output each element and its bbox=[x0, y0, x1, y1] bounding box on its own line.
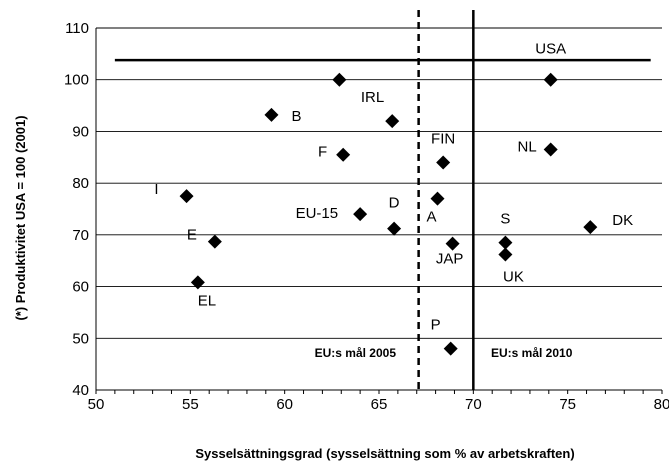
data-point bbox=[498, 247, 513, 262]
point-label: B bbox=[291, 108, 301, 125]
point-label: F bbox=[318, 144, 327, 161]
y-tick-label: 110 bbox=[65, 20, 89, 37]
data-point bbox=[264, 107, 279, 122]
point-label: UK bbox=[503, 269, 524, 286]
point-label: EU-15 bbox=[296, 205, 339, 222]
reference-lines bbox=[114, 10, 651, 390]
point-label: E bbox=[187, 227, 197, 244]
data-point bbox=[385, 114, 400, 129]
annotation-eu-goal-2010: EU:s mål 2010 bbox=[491, 346, 573, 360]
data-point bbox=[543, 142, 558, 157]
x-tick-label: 80 bbox=[654, 396, 669, 413]
data-point bbox=[583, 220, 598, 235]
y-tick-label: 90 bbox=[72, 123, 89, 140]
point-label: P bbox=[431, 317, 441, 334]
data-point bbox=[190, 275, 205, 290]
y-tick-label: 50 bbox=[72, 330, 89, 347]
y-tick-label: 100 bbox=[64, 72, 89, 89]
point-label: EL bbox=[198, 292, 216, 309]
data-point bbox=[207, 234, 222, 249]
point-label: JAP bbox=[436, 251, 464, 268]
y-tick-label: 60 bbox=[72, 279, 89, 296]
data-point bbox=[430, 191, 445, 206]
x-tick-label: 75 bbox=[559, 396, 576, 413]
x-axis-title: Sysselsättningsgrad (sysselsättning som … bbox=[195, 446, 574, 461]
data-point bbox=[332, 72, 347, 87]
gridlines bbox=[96, 27, 662, 339]
y-tick-label: 40 bbox=[72, 382, 89, 399]
data-point bbox=[445, 236, 460, 251]
annotation-eu-goal-2005: EU:s mål 2005 bbox=[315, 346, 397, 360]
data-point bbox=[436, 155, 451, 170]
point-label: A bbox=[426, 209, 436, 226]
y-tick-label: 80 bbox=[72, 175, 89, 192]
point-label: S bbox=[500, 211, 510, 228]
data-point bbox=[498, 235, 513, 250]
x-tick-label: 65 bbox=[371, 396, 388, 413]
point-label: D bbox=[389, 195, 400, 212]
point-label: IRL bbox=[361, 89, 384, 106]
data-points bbox=[179, 72, 598, 356]
y-axis-title: (*) Produktivitet USA = 100 (2001) bbox=[13, 115, 28, 320]
x-tick-label: 50 bbox=[88, 396, 105, 413]
data-point bbox=[179, 189, 194, 204]
point-label: USA bbox=[535, 41, 566, 58]
data-point bbox=[543, 72, 558, 87]
point-label: FIN bbox=[431, 130, 455, 147]
data-point bbox=[353, 207, 368, 222]
y-tick-label: 70 bbox=[72, 227, 89, 244]
point-label: I bbox=[154, 181, 158, 198]
point-label: NL bbox=[517, 139, 536, 156]
x-tick-label: 70 bbox=[465, 396, 482, 413]
data-point bbox=[387, 221, 402, 236]
data-point bbox=[443, 341, 458, 356]
x-tick-label: 55 bbox=[182, 396, 199, 413]
point-label: DK bbox=[612, 212, 633, 229]
x-tick-label: 60 bbox=[276, 396, 293, 413]
data-point bbox=[336, 147, 351, 162]
